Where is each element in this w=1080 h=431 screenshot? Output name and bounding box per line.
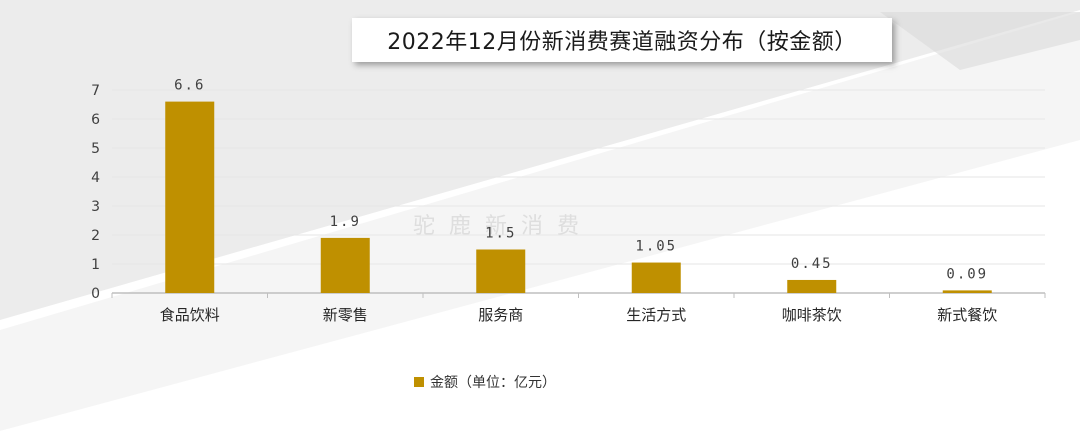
y-tick-label: 7	[91, 83, 100, 99]
category-label: 新零售	[323, 306, 368, 324]
y-tick-label: 6	[91, 112, 100, 128]
category-label: 服务商	[478, 306, 523, 324]
y-tick-label: 5	[91, 141, 100, 157]
data-label: 1.05	[635, 239, 677, 255]
data-label: 1.9	[330, 214, 361, 230]
data-label: 6.6	[174, 78, 205, 94]
legend-swatch	[414, 377, 424, 387]
chart-title: 2022年12月份新消费赛道融资分布（按金额）	[352, 18, 892, 62]
bar-6	[942, 290, 992, 293]
bar-4	[631, 262, 681, 293]
y-tick-label: 2	[91, 228, 100, 244]
legend-label: 金额（单位：亿元）	[430, 375, 556, 391]
category-label: 咖啡茶饮	[782, 306, 842, 324]
y-tick-label: 0	[91, 286, 100, 302]
bar-3	[476, 249, 526, 293]
bar-5	[787, 279, 837, 293]
category-label: 食品饮料	[160, 306, 220, 324]
data-label: 1.5	[485, 226, 516, 242]
y-tick-label: 1	[91, 257, 100, 273]
legend: 金额（单位：亿元）	[414, 372, 556, 392]
bar-1	[165, 101, 215, 293]
category-label: 新式餐饮	[937, 306, 997, 324]
category-label: 生活方式	[626, 306, 686, 324]
y-tick-label: 4	[91, 170, 100, 186]
data-label: 0.09	[946, 266, 988, 282]
bar-2	[320, 237, 370, 293]
y-tick-label: 3	[91, 199, 100, 215]
data-label: 0.45	[791, 256, 833, 272]
